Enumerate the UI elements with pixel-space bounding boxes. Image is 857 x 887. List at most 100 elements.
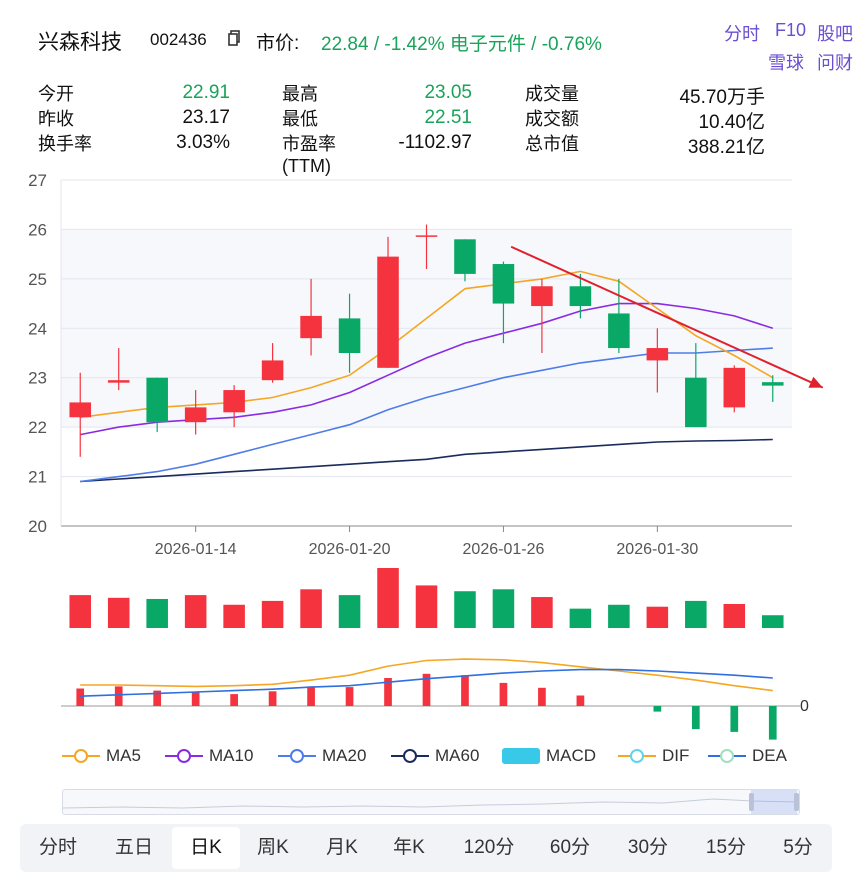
tab-30min[interactable]: 30分 <box>627 837 669 858</box>
legend-dea-label: DEA <box>752 746 787 765</box>
macd-bar <box>653 706 662 712</box>
price-change: 22.84 / -1.42% 电子元件 / -0.76% <box>321 34 602 55</box>
copy-icon[interactable] <box>228 30 240 46</box>
tab-yearly-k[interactable]: 年K <box>393 837 425 858</box>
x-tick-label: 2026-01-26 <box>463 541 545 558</box>
macd-bar <box>576 695 585 706</box>
volume-bar <box>377 568 399 628</box>
candle-down <box>338 318 361 353</box>
legend-ma20-label: MA20 <box>322 746 367 765</box>
candle-up <box>184 407 207 423</box>
tab-5min[interactable]: 5分 <box>783 837 813 858</box>
zoom-window[interactable] <box>751 790 797 814</box>
stat-label: 市盈率 (TTM) <box>282 134 336 176</box>
volume-bar <box>492 589 515 628</box>
legend-ma60-icon <box>391 749 429 763</box>
legend-dea[interactable]: DEA <box>708 746 787 766</box>
macd-bar <box>191 692 200 706</box>
trend-arrow-line <box>510 245 824 389</box>
tab-monthly-k[interactable]: 月K <box>326 837 358 858</box>
y-tick-label: 24 <box>28 319 47 338</box>
candle-down <box>685 377 707 428</box>
candle-up <box>531 286 553 307</box>
candle-down <box>146 377 168 423</box>
candle-down <box>608 313 630 349</box>
volume-bar <box>261 600 284 628</box>
data-zoom-slider[interactable] <box>62 789 800 815</box>
candle-up <box>646 348 669 361</box>
legend-ma60-label: MA60 <box>435 746 480 765</box>
macd-bar <box>499 682 508 706</box>
link-wencai[interactable]: 问财 <box>817 53 853 73</box>
tab-60min[interactable]: 60分 <box>549 837 591 858</box>
stat-value: 23.17 <box>182 107 230 128</box>
zoom-handle-left[interactable] <box>749 793 754 811</box>
legend-ma10[interactable]: MA10 <box>165 746 253 766</box>
stat-value: 3.03% <box>176 132 230 153</box>
stat-label: 最高 <box>282 84 318 104</box>
candle-down <box>492 264 515 304</box>
tab-timeshare[interactable]: 分时 <box>38 837 77 858</box>
macd-zero-label: 0 <box>800 698 809 715</box>
tab-five-day[interactable]: 五日 <box>114 837 153 858</box>
legend-ma20[interactable]: MA20 <box>278 746 366 766</box>
legend-ma5[interactable]: MA5 <box>62 746 141 766</box>
stat-value: 22.51 <box>424 107 472 128</box>
volume-bar <box>608 604 630 628</box>
y-tick-label: 22 <box>28 418 47 437</box>
volume-bar <box>223 604 245 628</box>
macd-bar <box>345 687 354 706</box>
tab-weekly-k[interactable]: 周K <box>257 837 289 858</box>
tab-120min[interactable]: 120分 <box>463 837 515 858</box>
legend-macd[interactable]: MACD <box>502 746 596 766</box>
macd-bar <box>730 706 739 732</box>
stat-value: 45.70万手 <box>679 87 765 108</box>
ma60-line <box>80 438 773 483</box>
zoom-handle-right[interactable] <box>794 793 799 811</box>
link-timeshare[interactable]: 分时 <box>724 24 760 44</box>
stat-label: 最低 <box>282 109 318 129</box>
y-tick-label: 26 <box>28 220 47 239</box>
volume-bar <box>338 595 361 628</box>
y-tick-label: 27 <box>28 171 47 190</box>
link-guba[interactable]: 股吧 <box>817 24 853 44</box>
legend-ma10-icon <box>165 749 203 763</box>
candle-up <box>300 315 322 339</box>
period-tabs: 分时 五日 日K 周K 月K 年K 120分 60分 30分 15分 5分 <box>20 824 832 872</box>
macd-bar <box>768 706 777 740</box>
tab-15min[interactable]: 15分 <box>705 837 747 858</box>
link-f10[interactable]: F10 <box>775 20 807 40</box>
candle-up <box>261 360 284 381</box>
volume-bar <box>685 600 707 628</box>
stat-label: 换手率 <box>38 134 92 154</box>
stat-label: 昨收 <box>38 109 74 129</box>
stat-label: 成交量 <box>525 84 579 104</box>
candle-down <box>569 286 592 307</box>
volume-bar <box>646 606 669 628</box>
stock-name: 兴森科技 <box>38 31 122 54</box>
zoom-overview-line <box>62 798 800 809</box>
x-tick-label: 2026-01-14 <box>155 541 237 558</box>
y-tick-label: 20 <box>28 517 47 536</box>
macd-bar <box>114 686 123 706</box>
legend-dif-icon <box>618 749 656 763</box>
volume-bar <box>107 597 130 628</box>
volume-bar <box>531 597 553 628</box>
macd-bar <box>422 673 431 706</box>
dea-line <box>80 668 773 697</box>
stat-value: -1102.97 <box>398 132 472 153</box>
y-tick-label: 25 <box>28 270 47 289</box>
tab-daily-k[interactable]: 日K <box>172 827 240 869</box>
macd-bar <box>230 694 238 706</box>
volume-bar <box>723 604 746 628</box>
volume-bar <box>300 589 322 628</box>
macd-bar <box>153 690 162 706</box>
legend-ma60[interactable]: MA60 <box>391 746 479 766</box>
y-tick-label: 21 <box>28 468 47 487</box>
link-xueqiu[interactable]: 雪球 <box>768 53 804 73</box>
candle-down <box>761 382 784 386</box>
legend-dif[interactable]: DIF <box>618 746 689 766</box>
legend-ma5-label: MA5 <box>106 746 141 765</box>
legend-dea-icon <box>708 749 746 763</box>
